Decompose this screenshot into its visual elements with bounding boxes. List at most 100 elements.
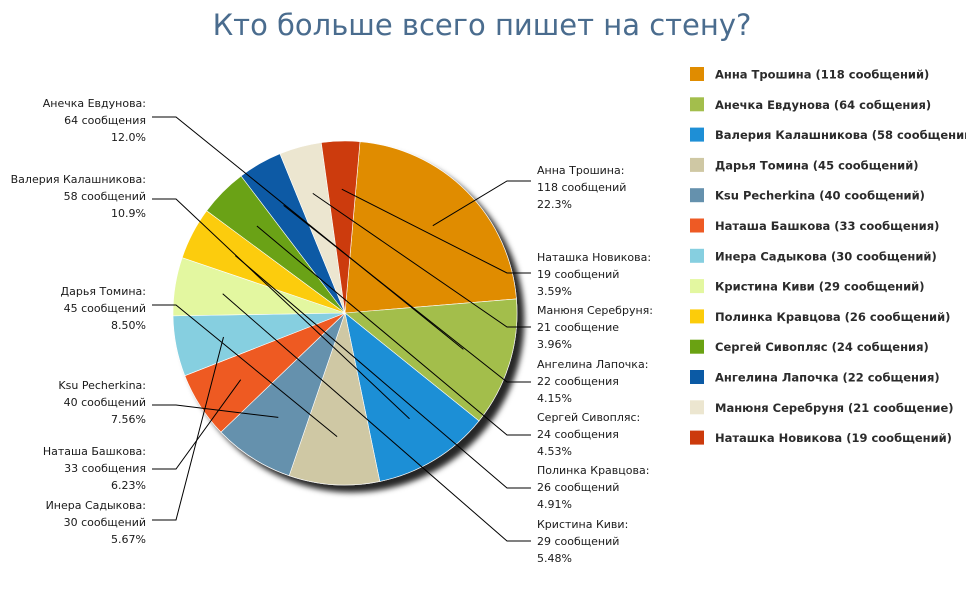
slice-label-line: 64 сообщения — [64, 114, 146, 127]
slice-label-line: 8.50% — [111, 319, 146, 332]
leader-line — [152, 336, 224, 521]
legend-label: Сергей Сивопляс (24 собщения) — [715, 340, 929, 354]
slice-label: Манюня Серебруня: 21 сообщение 3.96% — [537, 304, 653, 351]
legend-label: Наташка Новикова (19 сообщений) — [715, 431, 952, 445]
legend-item: Наташа Башкова (33 сообщения) — [690, 218, 939, 233]
slice-label: Кристина Киви: 29 сообщений 5.48% — [537, 518, 628, 565]
slice-label-line: 3.59% — [537, 285, 572, 298]
slice-label-line: 5.48% — [537, 552, 572, 565]
slice-label-line: Инера Садыкова: — [46, 499, 146, 512]
legend-item: Кристина Киви (29 сообщений) — [690, 279, 924, 294]
legend-item: Наташка Новикова (19 сообщений) — [690, 430, 952, 445]
legend-label: Полинка Кравцова (26 сообщений) — [715, 310, 950, 324]
legend-item: Сергей Сивопляс (24 собщения) — [690, 339, 929, 354]
legend-item: Анна Трошина (118 сообщений) — [690, 67, 929, 82]
legend-label: Ksu Pecherkina (40 сообщений) — [715, 189, 925, 203]
legend-swatch — [690, 188, 704, 203]
chart-title: Кто больше всего пишет на стену? — [213, 8, 752, 42]
slice-label-line: Дарья Томина: — [61, 285, 146, 298]
legend-swatch — [690, 430, 704, 445]
leader-line — [283, 205, 531, 383]
legend-swatch — [690, 309, 704, 324]
slice-label-line: 21 сообщение — [537, 321, 619, 334]
legend-item: Полинка Кравцова (26 сообщений) — [690, 309, 950, 324]
legend-label: Валерия Калашникова (58 сообщений) — [715, 128, 966, 142]
pie — [172, 140, 518, 486]
legend-label: Анна Трошина (118 сообщений) — [715, 68, 929, 82]
legend-swatch — [690, 248, 704, 263]
legend-swatch — [690, 127, 704, 142]
pie-slice-дарья-томина — [288, 311, 381, 486]
slice-label: Ksu Pecherkina: 40 сообщений 7.56% — [58, 379, 146, 426]
leader-line — [341, 188, 531, 274]
slice-label-line: 118 сообщений — [537, 181, 626, 194]
legend-label: Дарья Томина (45 сообщений) — [715, 158, 919, 172]
legend-label: Наташа Башкова (33 сообщения) — [715, 219, 939, 233]
slice-label-line: Кристина Киви: — [537, 518, 628, 531]
leader-line — [152, 404, 279, 418]
legend-item: Манюня Серебруня (21 сообщение) — [690, 400, 954, 415]
slice-label-line: 5.67% — [111, 533, 146, 546]
slice-label-line: Наташа Башкова: — [43, 445, 146, 458]
slice-label-line: Ksu Pecherkina: — [58, 379, 146, 392]
slice-label-line: 40 сообщений — [64, 396, 146, 409]
legend-item: Ангелина Лапочка (22 собщения) — [690, 370, 940, 385]
pie-slice-анна-трошина — [344, 141, 517, 314]
slice-label-line: Анна Трошина: — [537, 164, 624, 177]
leader-line — [234, 255, 531, 489]
slice-label: Наташа Башкова: 33 сообщения 6.23% — [43, 445, 146, 492]
slice-label: Дарья Томина: 45 сообщений 8.50% — [61, 285, 146, 332]
slice-label: Анечка Евдунова: 64 сообщения 12.0% — [43, 97, 146, 144]
slice-label-line: Манюня Серебруня: — [537, 304, 653, 317]
slice-label-line: Сергей Сивопляс: — [537, 411, 640, 424]
legend-swatch — [690, 279, 704, 294]
slice-label-line: 26 сообщений — [537, 481, 619, 494]
slice-label-line: 4.15% — [537, 392, 572, 405]
slice-label-line: Полинка Кравцова: — [537, 464, 649, 477]
legend-item: Дарья Томина (45 сообщений) — [690, 157, 919, 172]
slice-labels: Анна Трошина: 118 сообщений 22.3% Анечка Ев… — [11, 97, 653, 565]
slice-label-line: 33 сообщения — [64, 462, 146, 475]
legend-label: Анечка Евдунова (64 собщения) — [715, 98, 931, 112]
slice-label: Ангелина Лапочка: 22 сообщения 4.15% — [537, 358, 648, 405]
legend-swatch — [690, 339, 704, 354]
leader-line — [152, 304, 338, 437]
slice-label-line: 30 сообщений — [64, 516, 146, 529]
slice-label-line: 7.56% — [111, 413, 146, 426]
legend-item: Валерия Калашникова (58 сообщений) — [690, 127, 966, 142]
slice-label-line: 12.0% — [111, 131, 146, 144]
slice-label: Наташка Новикова: 19 сообщений 3.59% — [537, 251, 651, 298]
legend-swatch — [690, 218, 704, 233]
legend-label: Инера Садыкова (30 сообщений) — [715, 249, 937, 263]
legend-swatch — [690, 157, 704, 172]
leader-line — [432, 180, 531, 227]
slice-label-line: 10.9% — [111, 207, 146, 220]
slice-label: Сергей Сивопляс: 24 сообщения 4.53% — [537, 411, 640, 458]
slice-label-line: Ангелина Лапочка: — [537, 358, 648, 371]
slice-label-line: Анечка Евдунова: — [43, 97, 146, 110]
legend-item: Инера Садыкова (30 сообщений) — [690, 248, 937, 263]
slice-label-line: 6.23% — [111, 479, 146, 492]
slice-label-line: 4.91% — [537, 498, 572, 511]
leader-line — [256, 225, 531, 436]
leader-lines — [152, 116, 531, 542]
pie-slice-валерия-калашникова — [344, 312, 480, 482]
slice-label-line: Наташка Новикова: — [537, 251, 651, 264]
legend-swatch — [690, 97, 704, 112]
legend-item: Ksu Pecherkina (40 сообщений) — [690, 188, 925, 203]
leader-line — [312, 192, 531, 328]
legend-label: Ангелина Лапочка (22 собщения) — [715, 371, 940, 385]
legend-item: Анечка Евдунова (64 собщения) — [690, 97, 931, 112]
slice-label-line: Валерия Калашникова: — [11, 173, 146, 186]
slice-label-line: 3.96% — [537, 338, 572, 351]
legend: Анна Трошина (118 сообщений) Анечка Евдун… — [690, 67, 966, 445]
slice-label: Инера Садыкова: 30 сообщений 5.67% — [46, 499, 146, 546]
slice-label: Полинка Кравцова: 26 сообщений 4.91% — [537, 464, 649, 511]
slice-label-line: 22 сообщения — [537, 375, 619, 388]
leader-line — [222, 293, 531, 542]
leader-line — [152, 198, 410, 420]
pie-slice-наташка-новикова — [320, 140, 361, 314]
slice-label-line: 4.53% — [537, 445, 572, 458]
slice-label: Анна Трошина: 118 сообщений 22.3% — [537, 164, 626, 211]
